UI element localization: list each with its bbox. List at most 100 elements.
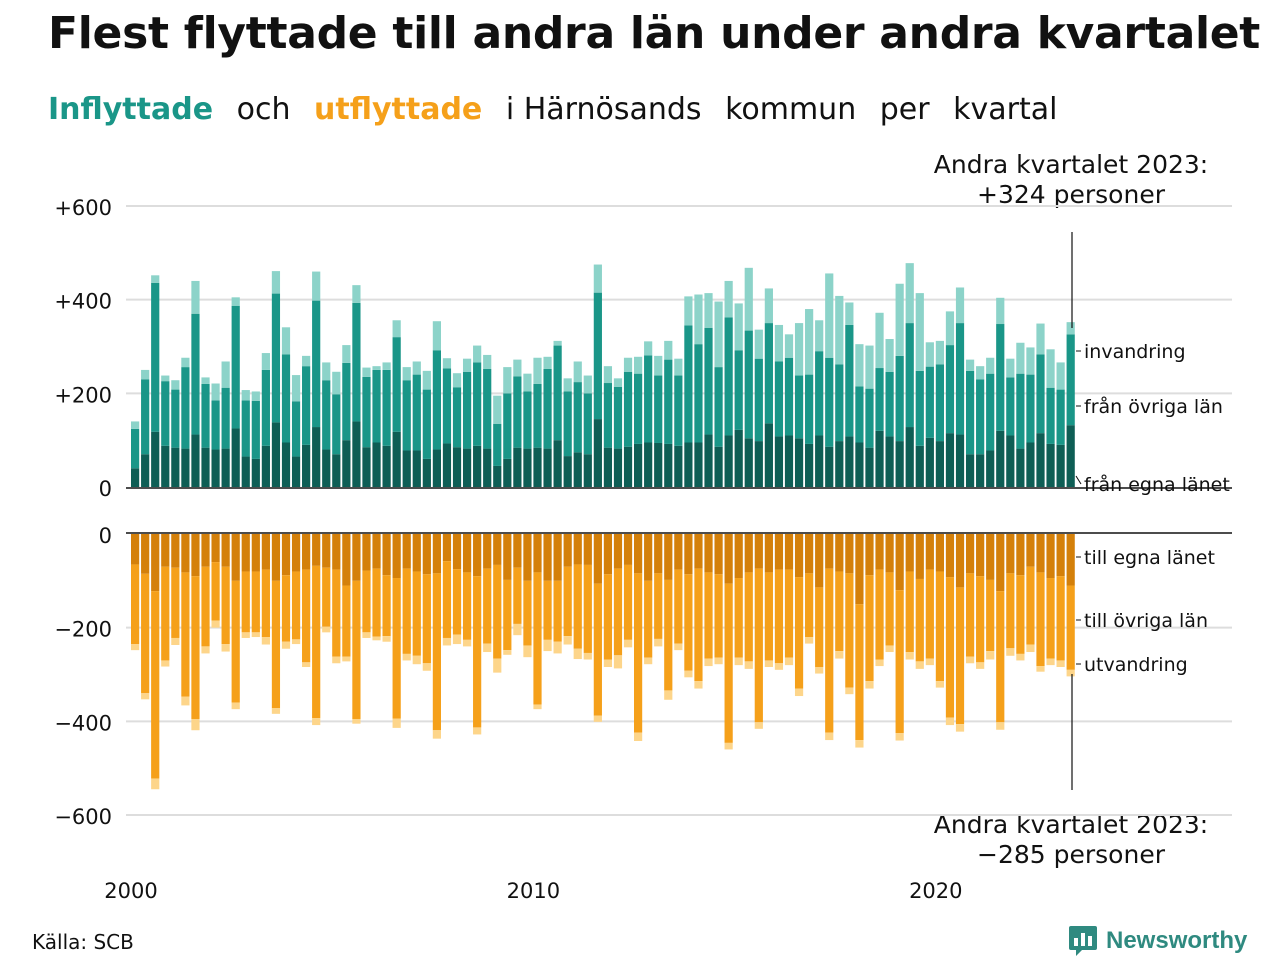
bar-in-from-other-counties <box>794 375 804 439</box>
bar-out-emigration <box>573 648 582 660</box>
bar-out-to-other-counties <box>1046 578 1055 659</box>
bar-out-to-other-counties <box>161 566 170 661</box>
bar-in-from-other-counties <box>523 391 532 449</box>
bar-out-to-own-county <box>623 534 633 565</box>
bar-out-to-own-county <box>1026 534 1035 567</box>
bar-out-emigration <box>412 655 421 665</box>
bar-in-immigration <box>221 361 230 388</box>
bar-out-to-other-counties <box>764 572 773 661</box>
bar-out-to-other-counties <box>835 571 844 652</box>
bar-in-immigration <box>1046 349 1055 388</box>
bar-in-from-other-counties <box>815 351 824 436</box>
bar-out-to-other-counties <box>312 565 321 719</box>
bar-in-immigration <box>372 366 381 370</box>
bar-in-from-own-county <box>332 454 341 487</box>
bar-out-emigration <box>302 662 311 668</box>
bar-out-to-own-county <box>684 534 693 575</box>
bar-in-immigration <box>503 367 512 394</box>
series-label-out: till övriga län <box>1084 610 1208 632</box>
bar-out-to-other-counties <box>674 569 683 644</box>
bar-in-immigration <box>815 320 824 352</box>
bar-in-immigration <box>965 359 975 371</box>
bar-in-from-other-counties <box>1066 334 1075 426</box>
bar-out-emigration <box>895 733 904 741</box>
bar-out-to-other-counties <box>362 570 371 633</box>
bar-in-from-other-counties <box>865 388 874 448</box>
chart-title: Flest flyttade till andra län under andr… <box>48 8 1261 59</box>
bar-in-immigration <box>473 345 482 363</box>
bar-out-emigration <box>352 718 361 724</box>
bar-in-immigration <box>684 296 693 326</box>
bar-out-to-other-counties <box>865 575 874 682</box>
bar-in-from-own-county <box>442 443 452 487</box>
bar-out-to-other-counties <box>573 564 582 649</box>
bar-out-to-own-county <box>322 534 331 568</box>
subtitle-kvartal: kvartal <box>953 92 1058 127</box>
bar-out-to-own-county <box>543 534 552 581</box>
bar-in-from-own-county <box>855 442 864 487</box>
bar-in-from-other-counties <box>1036 354 1045 434</box>
bar-in-from-other-counties <box>613 386 623 449</box>
bar-in-immigration <box>442 358 452 369</box>
bar-out-to-own-county <box>181 534 190 573</box>
bar-in-immigration <box>452 373 462 388</box>
bar-out-to-other-counties <box>241 571 250 633</box>
bar-out-to-own-county <box>191 534 200 577</box>
bar-in-from-other-counties <box>553 345 562 441</box>
bar-out-emigration <box>332 656 341 664</box>
bar-out-to-own-county <box>885 534 894 573</box>
brand-logo: Newsworthy <box>1068 924 1247 958</box>
bar-in-from-other-counties <box>774 361 784 437</box>
bar-in-from-other-counties <box>483 368 492 449</box>
bar-out-emigration <box>422 663 431 671</box>
bar-out-to-other-counties <box>302 569 311 663</box>
bar-out-to-other-counties <box>613 568 623 656</box>
bar-out-emigration <box>825 732 834 741</box>
bar-out-to-other-counties <box>955 587 965 725</box>
bar-in-from-own-county <box>141 454 150 487</box>
bar-in-from-other-counties <box>976 379 985 455</box>
bar-out-emigration <box>634 732 643 742</box>
bar-out-to-own-county <box>865 534 874 576</box>
bar-out-to-other-counties <box>623 564 633 640</box>
bar-out-to-own-county <box>754 534 763 569</box>
bar-out-to-other-counties <box>593 583 602 716</box>
bar-out-to-other-counties <box>432 573 441 731</box>
bar-out-emigration <box>261 637 270 645</box>
bar-in-from-other-counties <box>241 400 250 457</box>
bar-out-emigration <box>996 722 1005 730</box>
bar-in-from-other-counties <box>664 359 673 444</box>
bar-in-from-own-county <box>694 442 703 487</box>
bar-in-from-other-counties <box>915 370 924 446</box>
x-tick-label: 2020 <box>909 879 962 903</box>
bar-out-to-own-county <box>362 534 371 571</box>
bar-out-to-other-counties <box>664 579 673 691</box>
bar-out-to-own-county <box>251 534 260 572</box>
bar-out-to-other-counties <box>261 569 270 638</box>
bar-out-to-other-counties <box>714 574 723 658</box>
bar-out-emigration <box>664 690 673 700</box>
bar-in-immigration <box>1066 322 1075 335</box>
bar-in-immigration <box>704 293 713 328</box>
bar-in-immigration <box>634 356 643 374</box>
bar-in-from-own-county <box>885 436 894 487</box>
bar-in-immigration <box>312 271 321 301</box>
bar-in-from-own-county <box>784 435 794 487</box>
bar-in-immigration <box>231 297 240 306</box>
subtitle-och: och <box>236 92 291 127</box>
bar-in-from-own-county <box>754 441 763 487</box>
bar-out-to-own-county <box>483 534 492 569</box>
series-label-out: till egna länet <box>1084 547 1215 569</box>
bar-in-from-own-county <box>915 445 924 487</box>
bar-in-immigration <box>734 303 743 351</box>
bar-in-from-other-counties <box>503 393 512 459</box>
bar-out-to-own-county <box>201 534 210 567</box>
bar-in-from-own-county <box>543 448 552 487</box>
bar-in-from-own-county <box>533 447 542 487</box>
bar-out-emigration <box>734 657 743 666</box>
bar-out-to-own-county <box>231 534 240 581</box>
bar-in-immigration <box>281 327 291 355</box>
bar-out-to-own-county <box>664 534 673 580</box>
bar-in-immigration <box>935 340 944 365</box>
bar-out-to-other-counties <box>181 572 190 697</box>
